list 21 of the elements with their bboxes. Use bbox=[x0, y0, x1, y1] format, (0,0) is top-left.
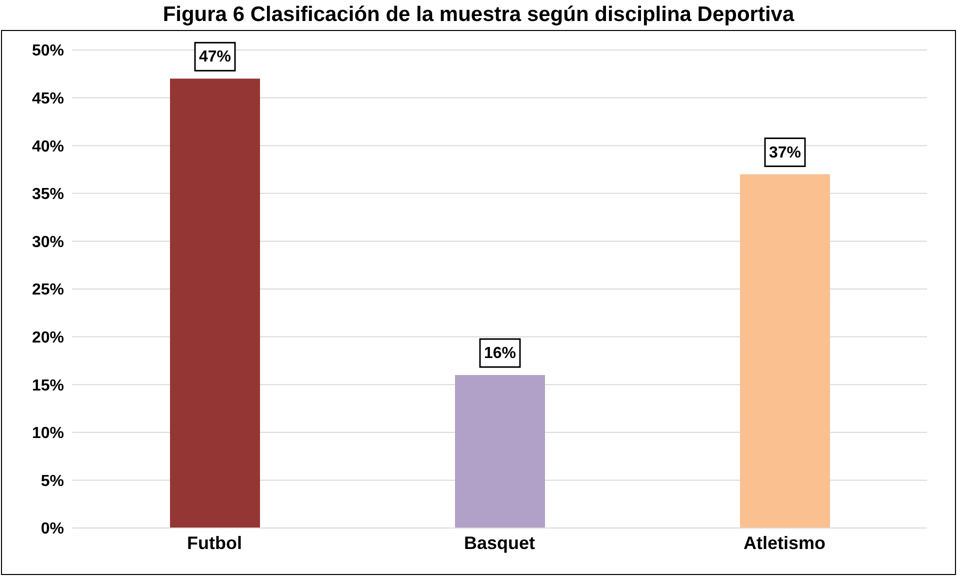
chart-title: Figura 6 Clasificación de la muestra según disciplina Deportiva bbox=[162, 2, 796, 28]
bar bbox=[740, 174, 830, 528]
x-tick-label: Futbol bbox=[187, 532, 242, 553]
y-tick-label: 45% bbox=[32, 90, 64, 108]
y-tick-label: 10% bbox=[32, 425, 64, 442]
x-tick-label: Basquet bbox=[464, 532, 536, 553]
data-label: 16% bbox=[484, 345, 516, 362]
x-tick-label: Atletismo bbox=[743, 532, 826, 553]
y-tick-label: 5% bbox=[40, 472, 64, 490]
bar bbox=[170, 78, 260, 528]
bar bbox=[455, 375, 545, 528]
y-tick-label: 30% bbox=[32, 234, 64, 251]
y-tick-label: 0% bbox=[40, 520, 64, 538]
data-label: 37% bbox=[768, 144, 802, 162]
y-tick-label: 20% bbox=[32, 329, 64, 346]
y-tick-label: 50% bbox=[32, 42, 64, 60]
y-tick-label: 25% bbox=[32, 282, 64, 299]
y-tick-label: 35% bbox=[32, 186, 64, 204]
data-label: 47% bbox=[198, 48, 232, 66]
y-tick-label: 40% bbox=[32, 138, 64, 156]
y-tick-label: 15% bbox=[32, 377, 64, 394]
